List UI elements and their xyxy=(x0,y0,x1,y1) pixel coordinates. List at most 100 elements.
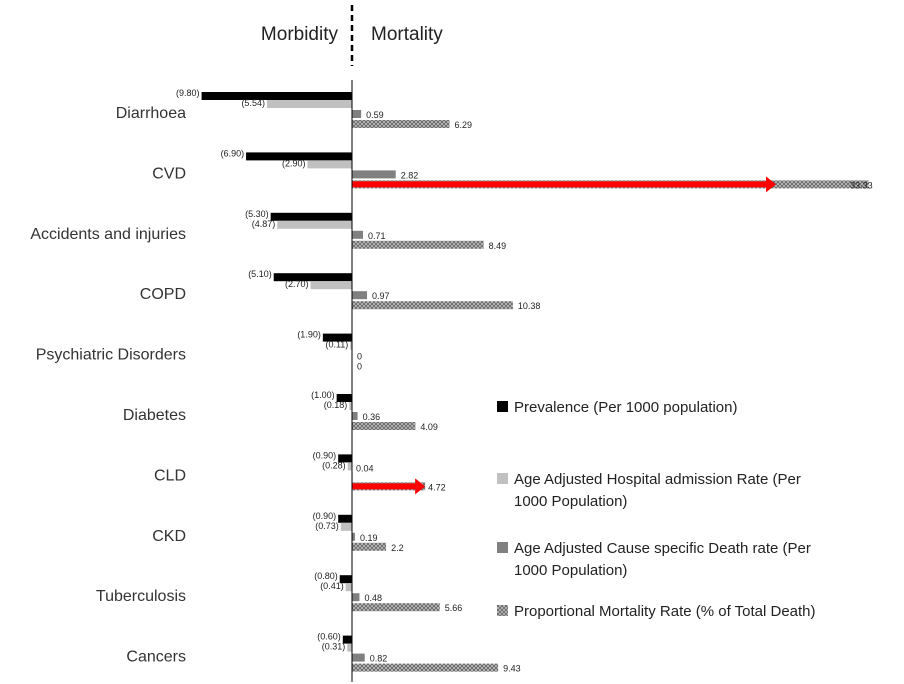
category-label-diarrhoea: Diarrhoea xyxy=(116,105,186,122)
data-label-copd-s0: (5.10) xyxy=(248,269,272,279)
data-label-tuberculosis-s3: 5.66 xyxy=(445,603,463,613)
category-label-ckd: CKD xyxy=(152,528,186,545)
data-label-copd-s3: 10.38 xyxy=(518,301,541,311)
data-label-diarrhoea-s3: 6.29 xyxy=(454,120,472,130)
highlight-arrowhead-cld xyxy=(415,478,426,495)
bar-tuberculosis-s1 xyxy=(345,583,352,592)
data-label-diarrhoea-s1: (5.54) xyxy=(241,98,265,108)
data-label-diabetes-s1: (0.18) xyxy=(324,400,348,410)
category-label-tuberculosis: Tuberculosis xyxy=(96,588,186,605)
bar-accidents-and-injuries-s3 xyxy=(352,240,484,249)
category-label-copd: COPD xyxy=(140,286,186,303)
data-label-psychiatric-disorders-s1: (0.11) xyxy=(325,340,348,350)
bar-diabetes-s0 xyxy=(336,394,352,402)
bar-diarrhoea-s1 xyxy=(266,100,352,108)
bar-ckd-s0 xyxy=(338,514,352,523)
bar-accidents-and-injuries-s2 xyxy=(352,230,364,239)
data-label-accidents-and-injuries-s3: 8.49 xyxy=(489,241,507,251)
bar-diarrhoea-s3 xyxy=(352,120,450,128)
bar-cancers-s1 xyxy=(347,643,352,652)
legend-label-0-line0: Prevalence (Per 1000 population) xyxy=(514,399,737,416)
bar-cld-s1 xyxy=(347,462,352,471)
bar-cancers-s3 xyxy=(352,663,499,672)
data-label-tuberculosis-s2: 0.48 xyxy=(364,593,382,603)
legend-swatch-2 xyxy=(497,542,508,553)
legend-label-1-line0: Age Adjusted Hospital admission Rate (Pe… xyxy=(514,471,801,488)
category-label-cancers: Cancers xyxy=(126,649,186,666)
data-label-accidents-and-injuries-s1: (4.87) xyxy=(252,219,276,229)
bar-cld-s0 xyxy=(338,454,352,463)
header-morbidity: Morbidity xyxy=(261,24,339,45)
bar-cvd-s1 xyxy=(307,160,352,169)
legend-label-2-line1: 1000 Population) xyxy=(514,562,627,579)
data-label-ckd-s2: 0.19 xyxy=(360,533,378,543)
legend-swatch-1 xyxy=(497,473,508,484)
data-label-cld-s2: 0.04 xyxy=(356,463,374,473)
data-label-accidents-and-injuries-s2: 0.71 xyxy=(368,231,386,241)
data-label-ckd-s1: (0.73) xyxy=(315,521,339,531)
header-mortality: Mortality xyxy=(371,24,443,45)
bar-diabetes-s1 xyxy=(349,402,352,410)
bar-ckd-s1 xyxy=(340,522,352,531)
data-label-psychiatric-disorders-s2: 0 xyxy=(357,352,362,362)
data-label-diabetes-s0: (1.00) xyxy=(311,390,335,400)
data-label-tuberculosis-s1: (0.41) xyxy=(320,581,344,591)
data-label-ckd-s3: 2.2 xyxy=(391,543,404,553)
bar-copd-s1 xyxy=(310,281,352,290)
data-label-cancers-s0: (0.60) xyxy=(317,632,341,642)
data-label-tuberculosis-s0: (0.80) xyxy=(314,571,338,581)
bar-tuberculosis-s2 xyxy=(352,593,360,602)
legend-swatch-0 xyxy=(497,401,508,412)
category-label-cvd: CVD xyxy=(152,165,186,182)
bar-copd-s2 xyxy=(352,291,368,300)
data-label-cld-s0: (0.90) xyxy=(313,450,337,460)
data-label-cvd-s2: 2.82 xyxy=(401,170,419,180)
bar-diabetes-s3 xyxy=(352,422,416,430)
legend-label-2-line0: Age Adjusted Cause specific Death rate (… xyxy=(514,540,811,557)
data-label-cvd-s0: (6.90) xyxy=(221,148,245,158)
bar-copd-s3 xyxy=(352,301,513,310)
bar-ckd-s3 xyxy=(352,542,387,551)
data-label-copd-s1: (2.70) xyxy=(285,279,309,289)
data-label-diabetes-s3: 4.09 xyxy=(420,422,438,432)
bar-accidents-and-injuries-s0 xyxy=(270,212,352,221)
data-label-accidents-and-injuries-s0: (5.30) xyxy=(245,209,269,219)
data-label-cvd-s3: 33.33 xyxy=(850,180,873,190)
bar-cancers-s0 xyxy=(342,635,352,644)
legend-label-3-line0: Proportional Mortality Rate (% of Total … xyxy=(514,603,816,620)
data-label-diarrhoea-s0: (9.80) xyxy=(176,88,200,98)
bar-accidents-and-injuries-s1 xyxy=(277,220,352,229)
bar-tuberculosis-s0 xyxy=(339,575,352,584)
bar-copd-s0 xyxy=(273,273,352,282)
data-label-cld-s1: (0.28) xyxy=(322,460,346,470)
bar-cvd-s0 xyxy=(246,152,352,161)
data-label-cvd-s1: (2.90) xyxy=(282,158,306,168)
legend-label-1-line1: 1000 Population) xyxy=(514,493,627,510)
bar-cancers-s2 xyxy=(352,653,365,662)
bar-diarrhoea-s0 xyxy=(201,92,352,100)
category-label-accidents-and-injuries: Accidents and injuries xyxy=(30,226,186,243)
data-label-cancers-s3: 9.43 xyxy=(503,664,521,674)
bar-psychiatric-disorders-s0 xyxy=(322,333,352,342)
data-label-diarrhoea-s2: 0.59 xyxy=(366,110,384,120)
bar-tuberculosis-s3 xyxy=(352,603,440,612)
data-label-psychiatric-disorders-s0: (1.90) xyxy=(297,330,321,340)
legend-swatch-3 xyxy=(497,605,508,616)
data-label-copd-s2: 0.97 xyxy=(372,291,390,301)
bar-ckd-s2 xyxy=(352,532,355,541)
bar-diabetes-s2 xyxy=(352,412,358,420)
category-label-cld: CLD xyxy=(154,467,186,484)
data-label-psychiatric-disorders-s3: 0 xyxy=(357,362,362,372)
data-label-diabetes-s2: 0.36 xyxy=(363,412,381,422)
category-label-diabetes: Diabetes xyxy=(123,407,186,424)
data-label-ckd-s0: (0.90) xyxy=(313,511,337,521)
data-label-cld-s3: 4.72 xyxy=(428,482,446,492)
bar-cvd-s2 xyxy=(352,170,396,179)
data-label-cancers-s2: 0.82 xyxy=(370,654,388,664)
bar-diarrhoea-s2 xyxy=(352,110,362,118)
category-label-psychiatric-disorders: Psychiatric Disorders xyxy=(36,347,186,364)
bar-psychiatric-disorders-s1 xyxy=(350,341,352,350)
data-label-cancers-s1: (0.31) xyxy=(322,642,346,652)
highlight-arrowhead-cvd xyxy=(766,176,776,193)
